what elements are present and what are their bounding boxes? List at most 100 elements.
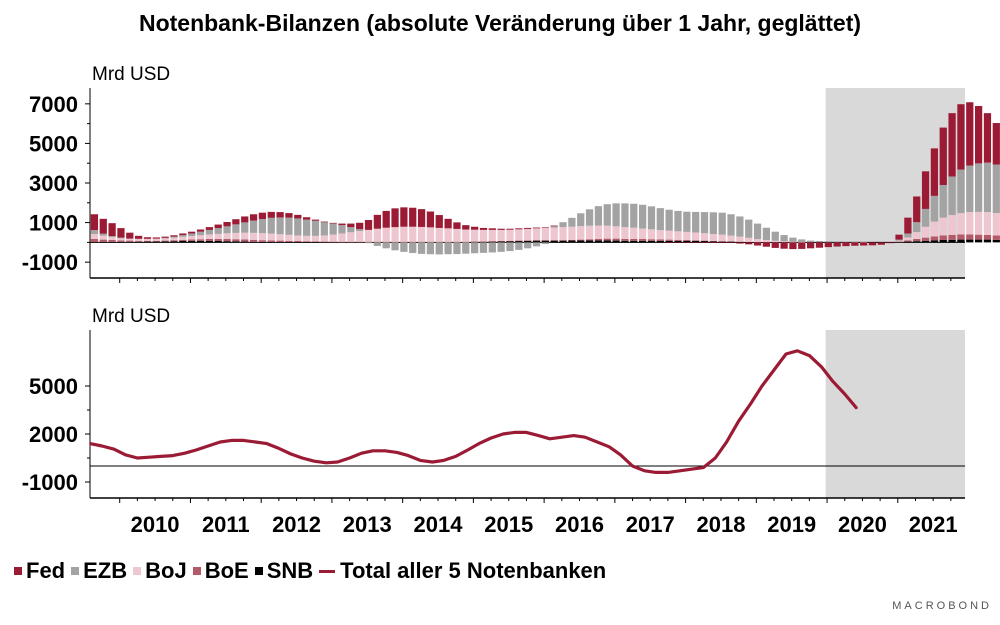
bar-boj	[356, 231, 364, 242]
bar-boe	[983, 234, 992, 240]
bar-boe	[276, 240, 284, 242]
bar-snb	[594, 240, 603, 243]
bar-ezb	[842, 241, 850, 243]
bar-snb	[577, 240, 585, 243]
bar-snb	[948, 239, 956, 243]
bar-boe	[135, 240, 143, 242]
bar-boj	[135, 238, 143, 241]
total-series-point	[573, 434, 575, 437]
bar-boj	[161, 238, 169, 241]
bar-fed	[223, 221, 231, 227]
bar-ezb	[700, 212, 709, 234]
bar-fed	[417, 209, 426, 227]
bar-ezb	[815, 240, 824, 243]
bar-fed	[294, 214, 302, 219]
bar-ezb	[692, 211, 700, 233]
bar-ezb	[241, 222, 249, 233]
bar-fed	[249, 214, 258, 221]
bar-fed	[241, 216, 249, 223]
bar-boe	[338, 241, 346, 243]
total-series-point	[372, 450, 374, 452]
x-tick-label: 2016	[555, 512, 604, 537]
bar-boe	[152, 240, 160, 242]
total-series-point	[608, 446, 610, 448]
bar-boe	[895, 241, 903, 243]
total-series-point	[419, 459, 422, 462]
bar-fed	[904, 217, 912, 234]
total-series-point	[843, 393, 846, 395]
total-series-point	[466, 449, 469, 451]
bar-fed	[391, 208, 399, 228]
bar-boj	[771, 240, 779, 243]
total-series-point	[679, 470, 681, 472]
bar-snb	[241, 241, 249, 243]
bar-fed	[524, 227, 532, 229]
bar-fed	[833, 242, 841, 247]
bar-ezb	[470, 242, 479, 254]
bar-fed	[276, 212, 284, 218]
bar-snb	[656, 240, 664, 243]
bar-boe	[621, 238, 629, 241]
total-series-point	[702, 466, 705, 469]
total-series-point	[725, 441, 728, 443]
total-series-line	[89, 349, 859, 474]
bottom-y-tick-label: 5000	[29, 374, 78, 399]
bar-ezb	[957, 169, 965, 214]
bar-fed	[913, 196, 921, 223]
bar-ezb	[435, 242, 443, 255]
bar-fed	[550, 225, 558, 227]
bar-fed	[692, 242, 700, 243]
bar-fed	[161, 236, 169, 238]
bar-boj	[479, 229, 488, 242]
bar-ezb	[497, 242, 505, 252]
bar-ezb	[462, 242, 470, 254]
bar-ezb	[630, 203, 638, 228]
bar-snb	[179, 240, 187, 243]
total-series-point	[101, 445, 103, 447]
bar-fed	[444, 218, 452, 229]
bar-ezb	[745, 219, 753, 238]
bar-snb	[188, 240, 196, 243]
total-series-point	[643, 470, 646, 472]
bar-boe	[126, 240, 134, 242]
total-series-point	[525, 431, 528, 434]
total-series-point	[266, 442, 268, 445]
bar-boe	[479, 241, 488, 242]
bar-ezb	[99, 233, 107, 236]
legend-item-total: Total aller 5 Notenbanken	[319, 558, 606, 584]
bar-boj	[647, 229, 656, 240]
total-series-point	[171, 454, 174, 457]
total-series-point	[548, 438, 551, 440]
bar-boj	[585, 225, 594, 240]
bar-boe	[285, 240, 293, 242]
bar-snb	[223, 241, 231, 243]
bar-boe	[515, 240, 523, 242]
bar-boj	[603, 225, 611, 239]
bar-snb	[939, 240, 947, 243]
bar-boe	[108, 240, 116, 242]
total-series-point	[360, 452, 363, 455]
bar-boj	[400, 226, 408, 242]
bar-boj	[683, 231, 691, 240]
bar-fed	[285, 213, 293, 218]
bar-ezb	[417, 242, 426, 254]
bar-ezb	[532, 242, 541, 247]
bar-ezb	[550, 225, 558, 228]
total-series-point	[136, 457, 139, 459]
bar-boj	[709, 234, 717, 241]
bar-fed	[470, 226, 479, 230]
total-series-point	[820, 366, 823, 368]
bar-ezb	[214, 228, 222, 234]
bar-fed	[886, 242, 894, 244]
top-y-tick-label: 5000	[29, 131, 78, 156]
bar-boj	[736, 236, 744, 242]
bar-ezb	[258, 219, 267, 234]
bar-fed	[170, 235, 178, 237]
bar-fed	[709, 242, 717, 243]
bar-ezb	[736, 216, 744, 237]
bar-ezb	[294, 218, 302, 236]
bar-boj	[258, 233, 267, 241]
bar-boe	[294, 240, 302, 242]
bar-boe	[674, 239, 682, 241]
